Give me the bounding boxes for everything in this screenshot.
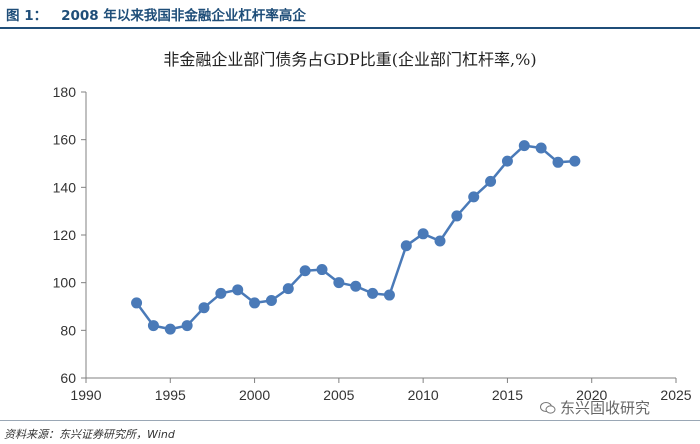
- data-point: [316, 264, 328, 276]
- data-point: [417, 228, 429, 240]
- data-point: [535, 142, 547, 154]
- x-tick-label: 2015: [492, 387, 523, 403]
- footer-rule: [0, 420, 700, 421]
- x-tick-label: 1990: [70, 387, 101, 403]
- data-point: [485, 175, 497, 187]
- x-tick-label: 2025: [660, 387, 691, 403]
- data-point: [501, 155, 513, 167]
- data-point: [282, 283, 294, 295]
- data-point: [383, 289, 395, 301]
- data-point: [232, 284, 244, 296]
- x-tick-label: 2020: [576, 387, 607, 403]
- y-tick-label: 180: [53, 84, 77, 100]
- data-point: [518, 140, 530, 152]
- watermark: 东兴固收研究: [540, 397, 650, 418]
- data-point: [552, 156, 564, 168]
- data-point: [265, 295, 277, 307]
- y-tick-label: 100: [53, 275, 77, 291]
- data-point: [131, 297, 143, 309]
- x-tick-label: 1995: [155, 387, 186, 403]
- data-point: [299, 265, 311, 277]
- data-point: [569, 155, 581, 167]
- figure-label: 图 1：: [6, 8, 48, 24]
- y-tick-label: 60: [60, 370, 76, 386]
- x-tick-label: 2005: [323, 387, 354, 403]
- chart-title: 非金融企业部门债务占GDP比重(企业部门杠杆率,%): [163, 50, 537, 69]
- wechat-icon: [540, 401, 556, 415]
- header-rule: [0, 27, 700, 29]
- data-point: [434, 235, 446, 247]
- y-tick-label: 160: [53, 132, 77, 148]
- data-point: [468, 191, 480, 203]
- data-point: [181, 320, 193, 332]
- source-note: 资料来源：东兴证券研究所，Wind: [4, 428, 175, 441]
- data-point: [350, 280, 362, 292]
- data-point: [198, 302, 210, 314]
- watermark-text: 东兴固收研究: [560, 399, 651, 417]
- data-point: [147, 320, 159, 332]
- data-point: [249, 297, 261, 309]
- figure-title: 2008 年以来我国非金融企业杠杆率高企: [61, 8, 306, 24]
- y-tick-label: 140: [53, 179, 77, 195]
- data-point: [451, 210, 463, 222]
- y-tick-label: 80: [60, 322, 76, 338]
- figure-title-row: 图 1： 2008 年以来我国非金融企业杠杆率高企: [6, 4, 306, 24]
- x-tick-label: 2000: [239, 387, 270, 403]
- data-point: [164, 323, 176, 335]
- data-point: [367, 287, 379, 299]
- series-line: [135, 144, 575, 331]
- data-point: [333, 277, 345, 289]
- y-tick-label: 120: [53, 227, 77, 243]
- data-point: [400, 240, 412, 252]
- data-point: [215, 287, 227, 299]
- x-tick-label: 2010: [408, 387, 439, 403]
